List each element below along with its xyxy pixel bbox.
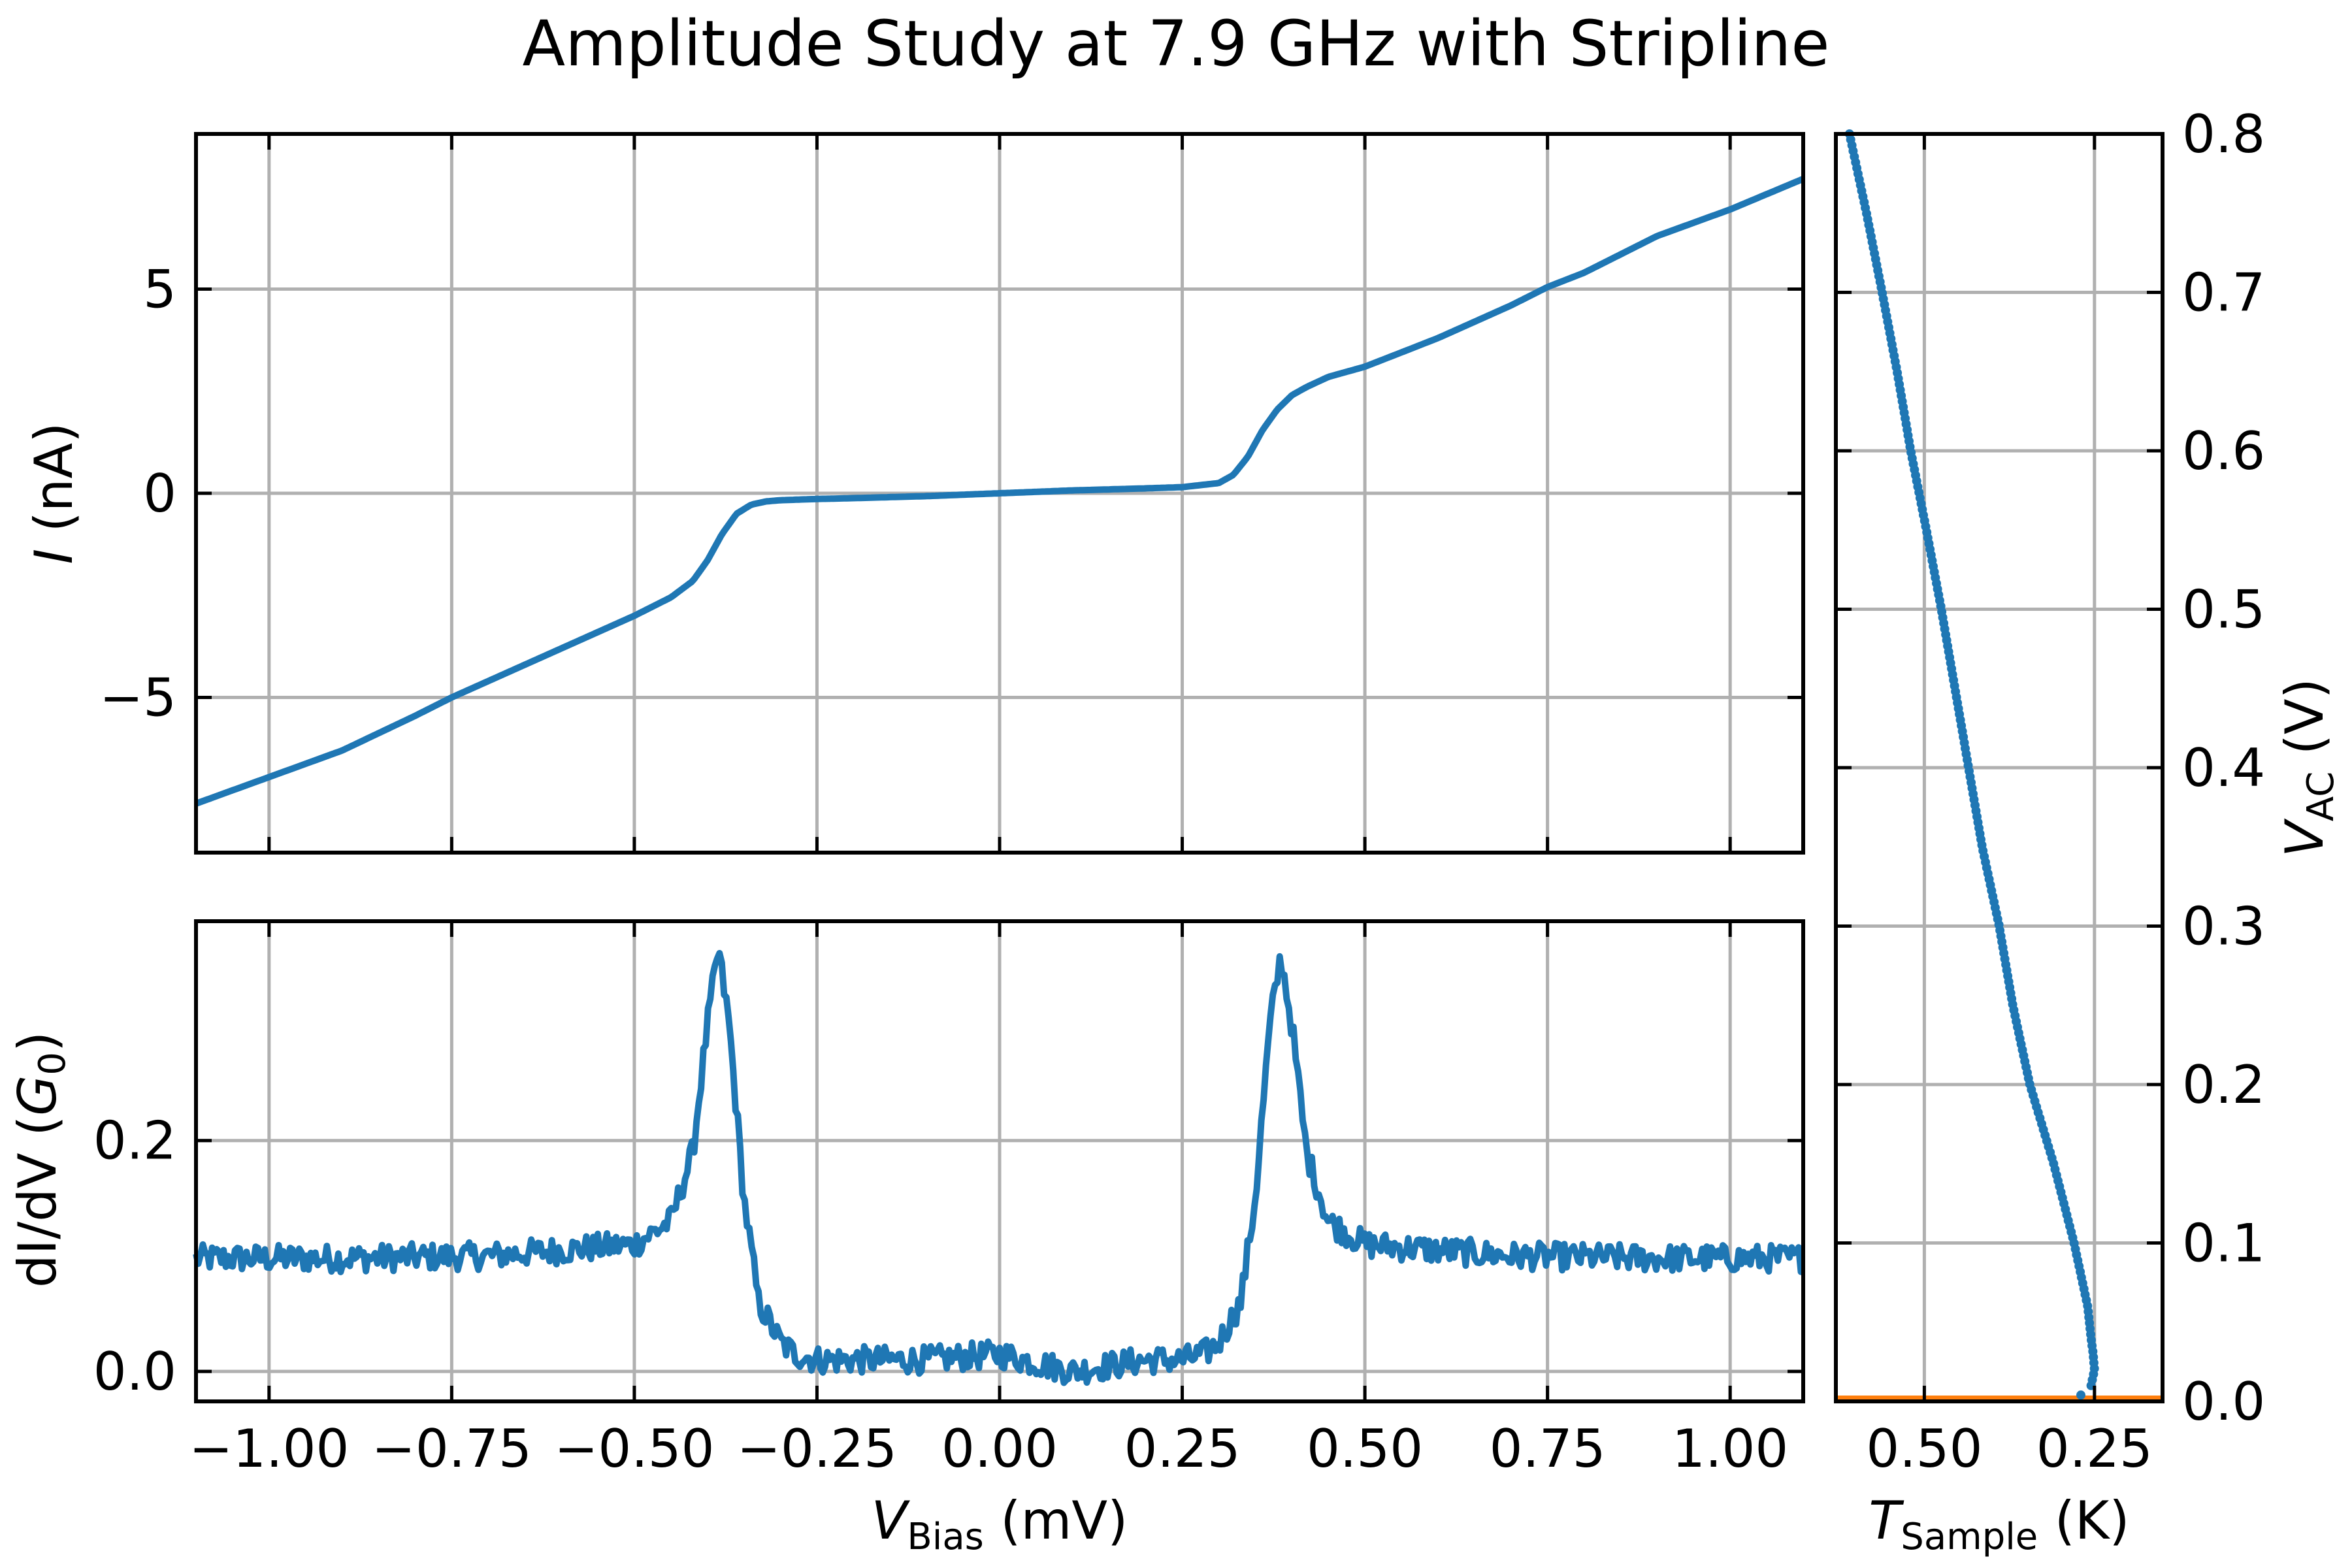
didv-x-tick-label: 0.25 (1124, 1418, 1240, 1479)
didv-x-tick-labels: −1.00 −0.75 −0.50 −0.25 0.00 0.25 0.50 0.75 1.00 (189, 1418, 1788, 1479)
temperature-y-tick-labels: 0.0 0.1 0.2 0.3 0.4 0.5 0.6 0.7 0.8 (2182, 104, 2265, 1432)
temperature-xlabel: TSample (K) (1869, 1490, 2129, 1558)
temperature-point (2076, 1390, 2085, 1400)
temperature-y-tick-label: 0.5 (2182, 580, 2265, 640)
temperature-series (1836, 129, 2163, 1402)
temperature-y-tick-label: 0.2 (2182, 1054, 2265, 1115)
iv-y-tick-label: 0 (143, 463, 176, 524)
didv-xlabel-symbol: V (872, 1490, 911, 1551)
temperature-x-tick-label: 0.50 (1866, 1418, 1982, 1479)
iv-y-tick-labels: −5 0 5 (99, 259, 176, 728)
didv-y-tick-label: 0.2 (93, 1111, 176, 1171)
temperature-x-tick-label: 0.25 (2036, 1418, 2153, 1479)
didv-panel: 0.0 0.2 −1.00 −0.75 −0.50 −0.25 0.00 0.25 0.50 0… (7, 919, 1805, 1558)
iv-panel: −5 0 5 I (nA) (24, 132, 1805, 855)
didv-series (193, 950, 1805, 1386)
iv-tick-marks (196, 134, 1803, 853)
didv-ylabel: dI/dV (G0) (7, 1032, 74, 1288)
temperature-panel: 0.0 0.1 0.2 0.3 0.4 0.5 0.6 0.7 0.8 0.50 0.25 TSa… (1834, 104, 2342, 1558)
iv-y-tick-label: −5 (99, 668, 176, 728)
didv-ylabel-text: dI/dV (7, 1152, 68, 1288)
temperature-y-tick-label: 0.3 (2182, 896, 2265, 957)
iv-ylabel: I (nA) (24, 423, 84, 564)
didv-x-tick-label: −1.00 (189, 1418, 349, 1479)
temperature-xlabel-unit: (K) (2055, 1490, 2130, 1551)
temperature-y-tick-label: 0.1 (2182, 1213, 2265, 1274)
temperature-y-tick-label: 0.8 (2182, 104, 2265, 165)
didv-x-tick-label: 0.00 (941, 1418, 1058, 1479)
iv-ylabel-symbol: I (24, 549, 84, 564)
didv-y-tick-label: 0.0 (93, 1341, 176, 1402)
iv-ylabel-unit: (nA) (24, 423, 84, 532)
didv-xlabel-unit: (mV) (1000, 1490, 1128, 1551)
temperature-ylabel-subscript: AC (2300, 772, 2342, 821)
temperature-y-tick-label: 0.4 (2182, 738, 2265, 798)
didv-ylabel-symbol: G (7, 1075, 68, 1116)
didv-ylabel-subscript: 0 (31, 1052, 74, 1075)
temperature-x-tick-labels: 0.50 0.25 (1866, 1418, 2153, 1479)
didv-x-tick-label: −0.75 (372, 1418, 532, 1479)
didv-xlabel-subscript: Bias (907, 1516, 983, 1558)
figure-title: Amplitude Study at 7.9 GHz with Striplin… (523, 7, 1830, 80)
didv-x-tick-label: 0.75 (1490, 1418, 1606, 1479)
iv-series-line (195, 176, 1805, 807)
didv-gridlines (196, 921, 1803, 1401)
didv-x-tick-label: 1.00 (1672, 1418, 1788, 1479)
didv-x-tick-label: −0.50 (554, 1418, 714, 1479)
didv-y-tick-labels: 0.0 0.2 (93, 1111, 176, 1402)
temperature-tick-marks (1836, 132, 2163, 1403)
didv-x-tick-label: 0.50 (1307, 1418, 1423, 1479)
didv-series-line (193, 950, 1805, 1386)
didv-xlabel: VBias (mV) (872, 1490, 1128, 1558)
temperature-xlabel-symbol: T (1869, 1490, 1904, 1551)
temperature-xlabel-subscript: Sample (1901, 1516, 2038, 1558)
temperature-y-tick-label: 0.7 (2182, 263, 2265, 323)
iv-series (195, 176, 1805, 807)
temperature-ylabel-symbol: V (2274, 818, 2335, 857)
temperature-ylabel: VAC (V) (2274, 678, 2342, 857)
didv-x-tick-label: −0.25 (737, 1418, 897, 1479)
temperature-y-tick-label: 0.6 (2182, 421, 2265, 482)
iv-y-tick-label: 5 (143, 259, 176, 320)
didv-tick-marks (196, 921, 1803, 1401)
temperature-ylabel-unit: (V) (2274, 678, 2335, 755)
temperature-y-tick-label: 0.0 (2182, 1371, 2265, 1432)
